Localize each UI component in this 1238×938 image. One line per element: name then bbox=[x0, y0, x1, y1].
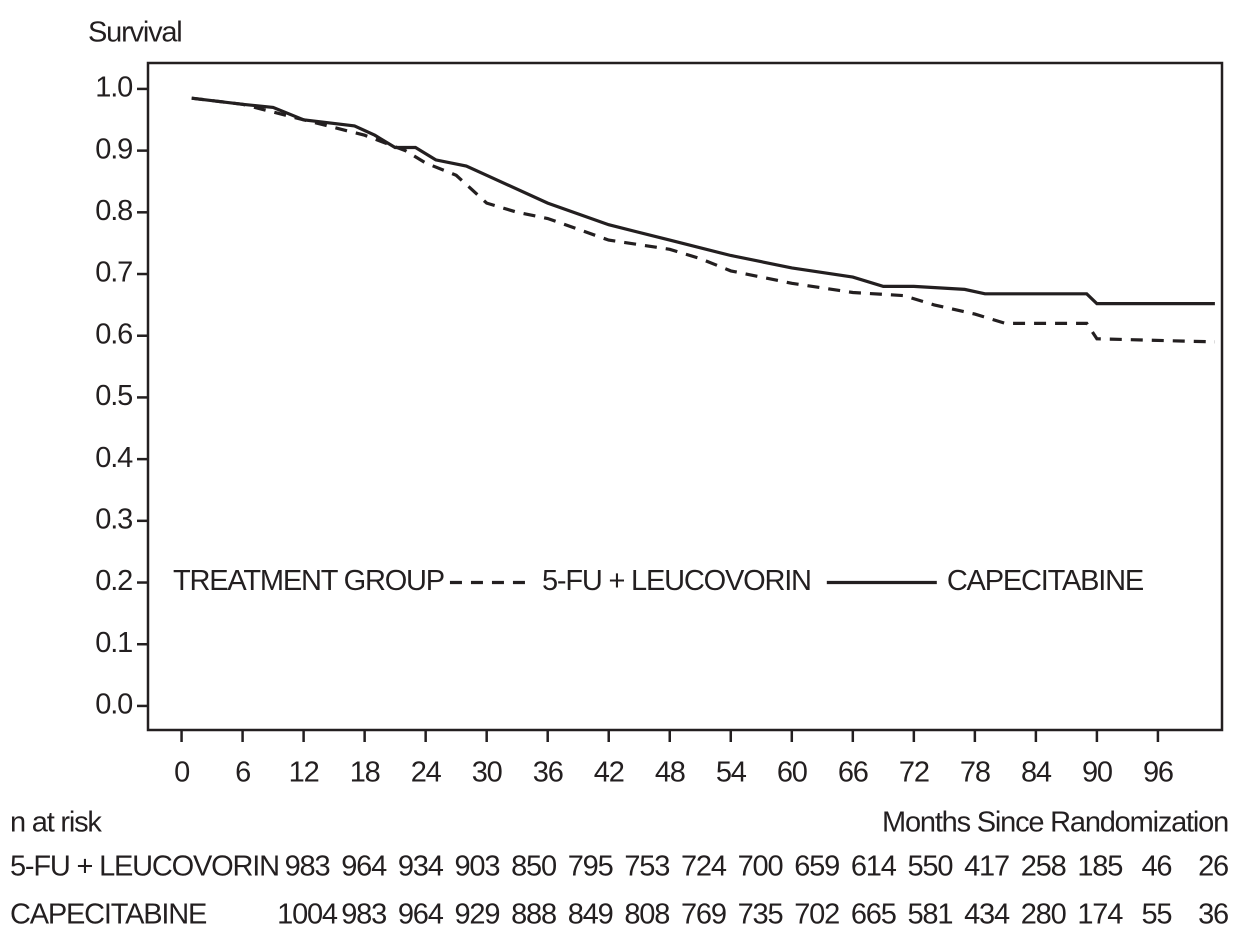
y-axis-label: Survival bbox=[88, 17, 182, 49]
risk-value: 964 bbox=[341, 851, 387, 883]
x-tick-label: 72 bbox=[899, 757, 929, 789]
risk-value: 934 bbox=[398, 851, 444, 883]
legend-title: TREATMENT GROUP bbox=[173, 565, 444, 597]
x-tick-label: 12 bbox=[289, 757, 319, 789]
risk-value: 258 bbox=[1021, 851, 1066, 883]
risk-value: 769 bbox=[681, 899, 726, 931]
risk-value: 665 bbox=[851, 899, 896, 931]
risk-row-label: CAPECITABINE bbox=[10, 899, 207, 931]
x-tick-label: 78 bbox=[960, 757, 990, 789]
risk-value: 417 bbox=[964, 851, 1009, 883]
x-tick-label: 18 bbox=[350, 757, 380, 789]
x-tick-label: 0 bbox=[174, 757, 189, 789]
risk-value: 903 bbox=[454, 851, 499, 883]
legend-label: 5-FU + LEUCOVORIN bbox=[542, 565, 811, 597]
x-axis-label: Months Since Randomization bbox=[882, 807, 1228, 839]
risk-value: 808 bbox=[624, 899, 669, 931]
risk-value: 185 bbox=[1077, 851, 1122, 883]
risk-row-label: 5-FU + LEUCOVORIN bbox=[10, 851, 279, 883]
y-tick-label: 0.9 bbox=[95, 133, 132, 165]
x-tick-label: 60 bbox=[777, 757, 807, 789]
risk-value: 964 bbox=[398, 899, 444, 931]
survival-curve bbox=[191, 96, 1215, 344]
risk-value: 702 bbox=[794, 899, 839, 931]
risk-value: 434 bbox=[964, 899, 1010, 931]
survival-curve bbox=[191, 96, 1215, 306]
y-tick-label: 0.4 bbox=[95, 442, 133, 474]
x-tick-label: 48 bbox=[655, 757, 685, 789]
risk-value: 26 bbox=[1198, 851, 1228, 883]
x-tick-label: 66 bbox=[838, 757, 868, 789]
risk-value: 46 bbox=[1141, 851, 1171, 883]
risk-value: 659 bbox=[794, 851, 839, 883]
risk-value: 280 bbox=[1021, 899, 1066, 931]
y-tick-label: 1.0 bbox=[95, 72, 132, 104]
risk-value: 614 bbox=[851, 851, 897, 883]
legend-label: CAPECITABINE bbox=[947, 565, 1144, 597]
risk-value: 735 bbox=[738, 899, 783, 931]
risk-value: 700 bbox=[738, 851, 783, 883]
risk-value: 849 bbox=[568, 899, 613, 931]
y-tick-label: 0.3 bbox=[95, 503, 132, 535]
x-tick-label: 6 bbox=[235, 757, 250, 789]
x-tick-label: 36 bbox=[533, 757, 563, 789]
x-tick-label: 54 bbox=[716, 757, 747, 789]
risk-value: 795 bbox=[568, 851, 613, 883]
risk-value: 983 bbox=[285, 851, 330, 883]
risk-value: 36 bbox=[1198, 899, 1228, 931]
risk-value: 1004 bbox=[277, 899, 338, 931]
risk-value: 55 bbox=[1141, 899, 1171, 931]
risk-value: 753 bbox=[624, 851, 669, 883]
risk-value: 888 bbox=[511, 899, 556, 931]
plot-frame bbox=[146, 61, 1224, 732]
x-tick-label: 42 bbox=[594, 757, 624, 789]
y-tick-label: 0.5 bbox=[95, 380, 132, 412]
risk-value: 850 bbox=[511, 851, 556, 883]
x-tick-label: 96 bbox=[1143, 757, 1173, 789]
x-tick-label: 24 bbox=[411, 757, 442, 789]
y-tick-label: 0.0 bbox=[95, 689, 132, 721]
y-tick-label: 0.6 bbox=[95, 318, 132, 350]
risk-value: 929 bbox=[454, 899, 499, 931]
risk-value: 983 bbox=[341, 899, 386, 931]
risk-value: 550 bbox=[907, 851, 952, 883]
y-tick-label: 0.1 bbox=[95, 627, 132, 659]
risk-value: 174 bbox=[1077, 899, 1123, 931]
x-tick-label: 84 bbox=[1021, 757, 1052, 789]
y-tick-label: 0.7 bbox=[95, 257, 132, 289]
risk-value: 581 bbox=[907, 899, 952, 931]
y-tick-label: 0.2 bbox=[95, 565, 132, 597]
x-tick-label: 30 bbox=[472, 757, 502, 789]
x-tick-label: 90 bbox=[1082, 757, 1112, 789]
y-tick-label: 0.8 bbox=[95, 195, 132, 227]
risk-table-title: n at risk bbox=[10, 807, 102, 839]
risk-value: 724 bbox=[681, 851, 727, 883]
